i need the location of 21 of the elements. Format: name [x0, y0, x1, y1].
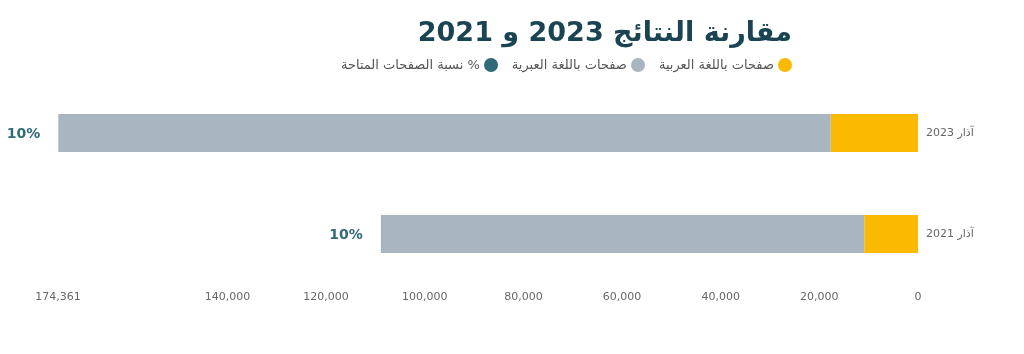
legend-label: صفحات باللغة العبرية	[511, 57, 627, 72]
x-tick-label: 80,000	[504, 289, 543, 303]
bar	[864, 215, 918, 253]
y-tick-label: آذار 2021	[926, 226, 975, 241]
text: 10%	[6, 124, 41, 141]
x-tick-label: 60,000	[602, 289, 642, 303]
y-tick-label: آذار 2023	[926, 125, 975, 140]
x-tick-label: 120,000	[303, 289, 349, 303]
bar	[830, 114, 918, 152]
x-tick-label: 174,361	[35, 289, 81, 303]
legend-label: صفحات باللغة العربية	[658, 57, 774, 72]
bar	[58, 114, 831, 152]
text: 10%	[329, 225, 363, 242]
bar	[380, 215, 865, 253]
legend-label: % نسبة الصفحات المتاحة	[340, 57, 480, 72]
x-tick-label: 100,000	[402, 289, 448, 303]
x-tick-label: 20,000	[800, 289, 839, 303]
x-tick-label: 140,000	[204, 289, 251, 303]
x-tick-label: 0	[914, 289, 922, 303]
chart-title: مقارنة النتائج 2023 و 2021	[416, 15, 793, 47]
x-tick-label: 40,000	[701, 289, 740, 303]
